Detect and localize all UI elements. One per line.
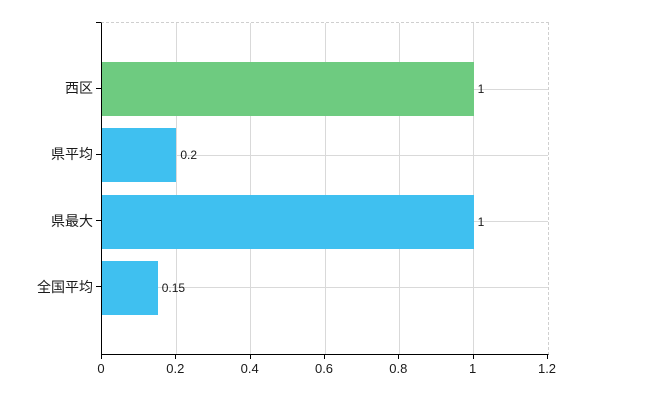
horizontal-gridline — [102, 287, 548, 289]
x-axis-tick-label: 0.8 — [389, 361, 408, 376]
vertical-gridline — [175, 23, 177, 354]
x-axis-tick — [101, 354, 102, 359]
bar — [102, 62, 474, 117]
x-axis-tick — [324, 354, 325, 359]
bar-value-label: 0.2 — [180, 148, 198, 163]
bar-value-label: 1 — [477, 82, 485, 97]
y-axis-end-tick — [96, 22, 101, 23]
category-label: 県平均 — [51, 146, 93, 163]
x-axis-tick — [547, 354, 548, 359]
y-axis-tick — [96, 220, 101, 222]
bar — [102, 194, 474, 249]
category-label: 全国平均 — [37, 278, 93, 295]
x-axis-tick — [249, 354, 251, 359]
bar-value-label: 1 — [477, 214, 485, 229]
y-axis-tick — [96, 153, 101, 155]
y-axis-tick — [96, 286, 101, 288]
x-axis-tick-label: 1.2 — [537, 361, 557, 376]
vertical-gridline — [398, 23, 400, 354]
y-axis-tick — [96, 87, 101, 89]
vertical-gridline — [324, 23, 326, 354]
x-axis-tick — [472, 354, 474, 359]
x-axis-tick-label: 0.2 — [166, 361, 185, 376]
x-axis-tick-label: 0.6 — [314, 361, 334, 376]
x-axis-tick — [175, 354, 177, 359]
horizontal-gridline — [102, 154, 548, 156]
category-label: 西区 — [65, 80, 93, 97]
x-axis-tick-label: 0.4 — [240, 361, 259, 376]
vertical-gridline — [473, 23, 475, 354]
bar-value-label: 0.15 — [161, 280, 186, 295]
plot-area: 1 0.2 1 0.15 — [101, 22, 549, 355]
x-axis-tick — [398, 354, 400, 359]
category-label: 県最大 — [51, 212, 93, 229]
x-axis-tick-label: 1 — [469, 361, 477, 376]
bar — [102, 260, 158, 315]
bar — [102, 128, 177, 183]
vertical-gridline — [250, 23, 252, 354]
x-axis-tick-label: 0 — [97, 361, 105, 376]
